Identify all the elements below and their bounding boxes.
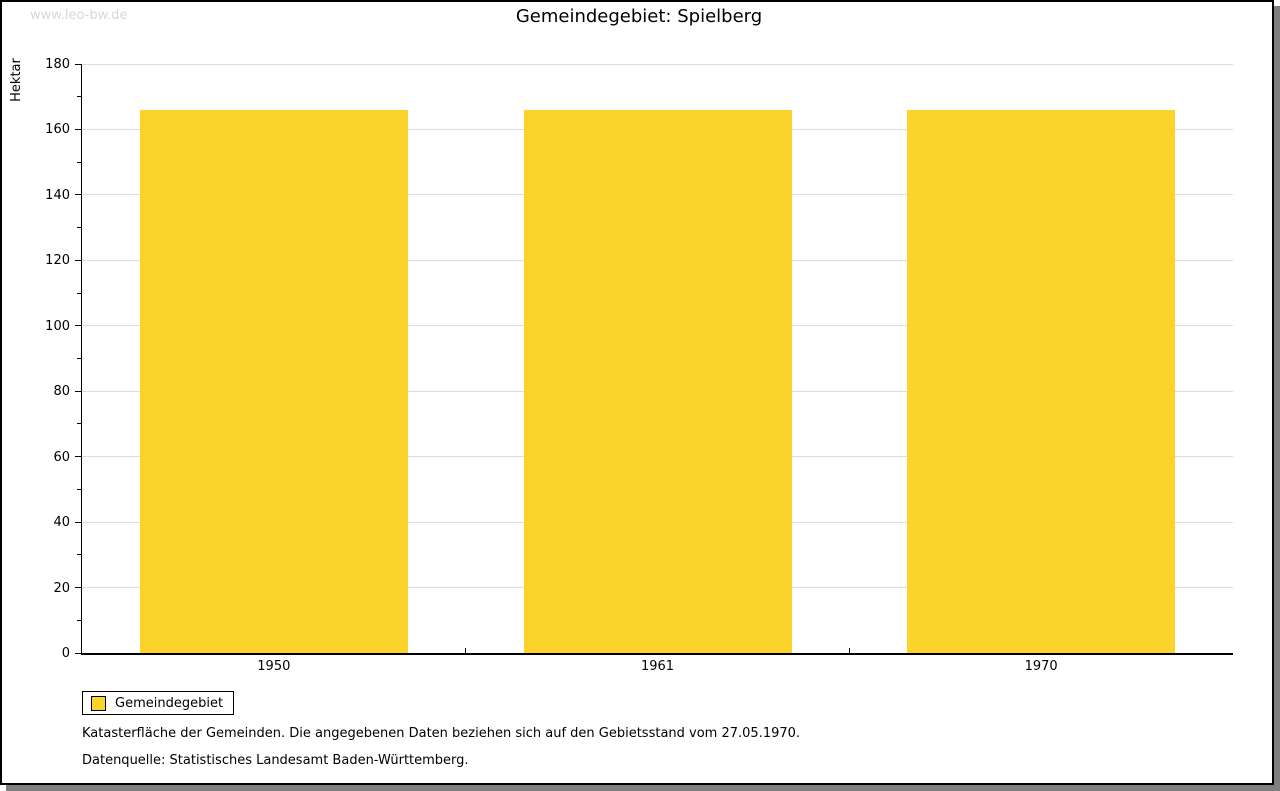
y-minor-tick: [77, 161, 81, 163]
bar-1970: [907, 109, 1176, 653]
y-tick-label: 160: [45, 122, 70, 138]
x-tick-label-1950: 1950: [257, 659, 291, 674]
x-tick-label-1970: 1970: [1024, 659, 1058, 674]
y-minor-tick: [77, 292, 81, 294]
y-tick-label: 60: [53, 449, 70, 465]
x-tick-label-1961: 1961: [640, 659, 675, 674]
legend-swatch-icon: [91, 695, 106, 711]
chart-title: Gemeindegebiet: Spielberg: [515, 6, 763, 27]
x-boundary-tick: [465, 648, 467, 653]
x-boundary-tick: [848, 648, 850, 653]
y-tick-label: 20: [53, 580, 70, 596]
y-major-tick: [75, 63, 81, 65]
y-minor-tick: [77, 358, 81, 359]
y-minor-tick: [77, 488, 81, 490]
y-tick-label: 40: [53, 515, 70, 531]
y-minor-tick: [77, 227, 81, 229]
drop-shadow-bottom: [6, 785, 1274, 791]
y-major-tick: [75, 259, 81, 261]
drop-shadow-right: [1274, 6, 1280, 791]
y-major-tick: [75, 652, 81, 654]
y-minor-tick: [77, 423, 81, 425]
y-tick-label: 140: [45, 187, 70, 203]
legend-label: Gemeindegebiet: [115, 695, 224, 711]
bar-1950: [139, 109, 408, 653]
gridline: [82, 63, 1233, 65]
bar-1961: [523, 109, 792, 653]
y-major-tick: [75, 194, 81, 196]
y-tick-label: 180: [45, 57, 70, 72]
y-major-tick: [75, 587, 81, 589]
legend: Gemeindegebiet: [82, 691, 235, 715]
y-major-tick: [75, 128, 81, 130]
watermark: www.leo-bw.de: [30, 8, 128, 23]
y-major-tick: [75, 390, 81, 392]
y-tick-label: 0: [61, 646, 70, 661]
y-major-tick: [75, 521, 81, 523]
x-axis-line: [81, 653, 1233, 655]
y-major-tick: [75, 456, 81, 458]
y-minor-tick: [77, 96, 81, 98]
y-tick-label: 80: [53, 384, 70, 400]
y-minor-tick: [77, 619, 81, 621]
footnote-source: Datenquelle: Statistisches Landesamt Bad…: [82, 753, 469, 768]
y-major-tick: [75, 325, 81, 327]
y-tick-label: 100: [45, 318, 70, 334]
y-minor-tick: [77, 554, 81, 556]
y-tick-label: 120: [45, 253, 70, 269]
y-axis-line: [81, 64, 82, 653]
footnote-description: Katasterfläche der Gemeinden. Die angege…: [82, 726, 801, 741]
